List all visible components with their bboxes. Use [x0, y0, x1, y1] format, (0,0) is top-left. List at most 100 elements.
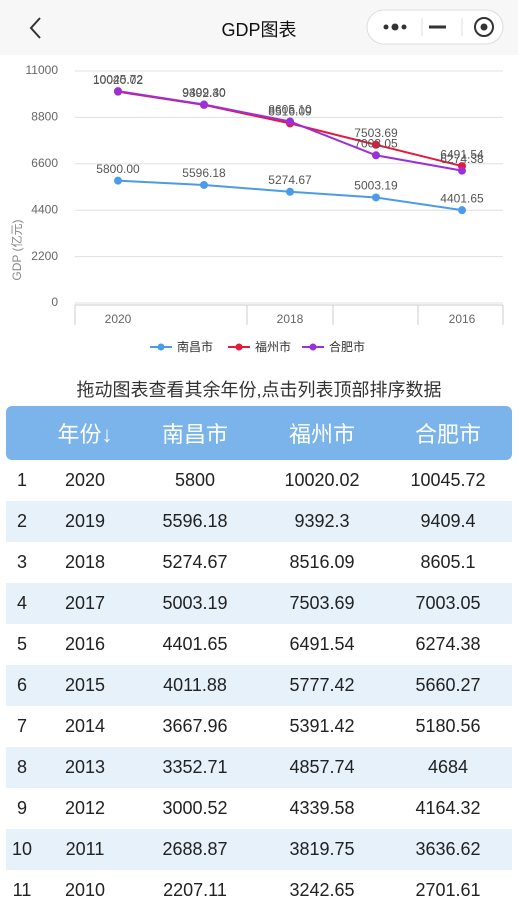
data-point — [372, 151, 380, 160]
table-cell: 3 — [16, 552, 28, 572]
x-tick-label: 2020 — [105, 312, 132, 326]
table-cell: 3000.52 — [162, 798, 228, 818]
data-point — [200, 100, 208, 109]
table-cell: 7503.69 — [289, 593, 355, 613]
table-cell: 3242.65 — [289, 880, 355, 900]
data-label: 6491.54 — [440, 147, 484, 161]
data-point — [372, 193, 380, 202]
table-row: 1 2020 5800 10020.02 10045.72 — [6, 460, 512, 501]
y-tick-label: 6600 — [31, 156, 58, 170]
table-cell: 2010 — [64, 880, 106, 900]
table-cell: 2688.87 — [162, 839, 228, 859]
table-cell: 6 — [16, 675, 28, 695]
table-cell: 5777.42 — [289, 675, 355, 695]
table-cell: 2012 — [64, 798, 106, 818]
data-label: 8516.09 — [268, 105, 312, 119]
table-row: 11 2010 2207.11 3242.65 2701.61 — [6, 870, 512, 911]
data-point — [286, 117, 294, 126]
table-row: 3 2018 5274.67 8516.09 8605.1 — [6, 542, 512, 583]
y-tick-label: 0 — [51, 295, 58, 309]
table-row: 4 2017 5003.19 7503.69 7003.05 — [6, 583, 512, 624]
legend-label: 福州市 — [255, 339, 291, 354]
table-cell: 9 — [16, 798, 28, 818]
data-point — [286, 187, 294, 196]
table-cell: 4339.58 — [289, 798, 355, 818]
table-row: 8 2013 3352.71 4857.74 4684 — [6, 747, 512, 788]
data-label: 10020.02 — [93, 73, 143, 87]
table-cell: 4401.65 — [162, 634, 228, 654]
table-cell: 2013 — [64, 757, 106, 777]
data-point — [200, 180, 208, 189]
table-cell: 4 — [16, 593, 28, 613]
table-cell: 9409.4 — [420, 511, 476, 531]
table-cell: 3352.71 — [162, 757, 228, 777]
legend-item: 合肥市 — [302, 339, 365, 354]
legend-item: 福州市 — [228, 339, 291, 354]
table-cell: 2014 — [64, 716, 106, 736]
table-cell: 7 — [16, 716, 28, 736]
legend-marker — [157, 343, 165, 351]
table-cell: 5274.67 — [162, 552, 228, 572]
table-row: 5 2016 4401.65 6491.54 6274.38 — [6, 624, 512, 665]
table-cell: 1 — [16, 470, 28, 490]
table-cell: 3636.62 — [415, 839, 481, 859]
table-cell: 5 — [16, 634, 28, 654]
header-cell[interactable]: 南昌市 — [161, 422, 229, 447]
table-cell: 9392.3 — [294, 511, 350, 531]
nav-bar: GDP图表 — [0, 0, 518, 55]
table-cell: 3819.75 — [289, 839, 355, 859]
y-axis-label: GDP (亿元) — [9, 219, 24, 280]
legend-label: 南昌市 — [177, 339, 213, 354]
data-label: 6274.38 — [440, 152, 484, 166]
more-button[interactable] — [383, 23, 407, 31]
table-cell: 3667.96 — [162, 716, 228, 736]
table-cell: 5660.27 — [415, 675, 481, 695]
x-tick-label: 2018 — [277, 312, 304, 326]
data-point — [114, 87, 122, 96]
page-title: GDP图表 — [221, 20, 297, 40]
table-row: 7 2014 3667.96 5391.42 5180.56 — [6, 706, 512, 747]
data-label: 10045.72 — [93, 72, 143, 86]
nav-icons — [29, 9, 504, 45]
table-cell: 4684 — [427, 757, 469, 777]
data-label: 5003.19 — [354, 179, 398, 193]
table-cell: 5596.18 — [162, 511, 228, 531]
table-header: 年份↓ 南昌市 福州市 合肥市 — [6, 406, 512, 460]
data-label: 4401.65 — [440, 191, 484, 205]
data-label: 5596.18 — [182, 166, 226, 180]
table-cell: 8605.1 — [420, 552, 476, 572]
header-cell[interactable]: 年份↓ — [57, 422, 113, 447]
header-cell[interactable]: 福州市 — [288, 422, 356, 447]
data-label: 7503.69 — [354, 126, 398, 140]
data-point — [458, 206, 466, 215]
data-table: 年份↓ 南昌市 福州市 合肥市 1 2020 5800 10020.02 10045.72 2 20… — [6, 406, 512, 911]
table-row: 2 2019 5596.18 9392.3 9409.4 — [6, 501, 512, 542]
table-cell: 8 — [16, 757, 28, 777]
table-cell: 2020 — [64, 470, 106, 490]
table-row: 9 2012 3000.52 4339.58 4164.32 — [6, 788, 512, 829]
table-cell: 2019 — [64, 511, 106, 531]
hint-text: 拖动图表查看其余年份,点击列表顶部排序数据 — [76, 380, 442, 400]
table-cell: 5003.19 — [162, 593, 228, 613]
table-cell: 4164.32 — [415, 798, 481, 818]
header-cell[interactable]: 合肥市 — [414, 422, 482, 447]
table-cell: 6491.54 — [289, 634, 355, 654]
chart: GDP (亿元) 0 2200 4400 6600 8800 11000 2020 2018 2… — [9, 63, 504, 354]
close-button[interactable] — [474, 17, 494, 37]
table-cell: 5800 — [174, 470, 216, 490]
table-row: 6 2015 4011.88 5777.42 5660.27 — [6, 665, 512, 706]
data-label: 8605.10 — [268, 103, 312, 117]
table-cell: 2 — [16, 511, 28, 531]
table-cell: 7003.05 — [415, 593, 481, 613]
data-label: 7003.05 — [354, 136, 398, 150]
data-point — [458, 166, 466, 175]
table-cell: 2018 — [64, 552, 106, 572]
legend-item: 南昌市 — [150, 339, 213, 354]
data-point — [114, 176, 122, 185]
table-cell: 4011.88 — [163, 675, 227, 695]
table-cell: 2207.11 — [163, 880, 227, 900]
table-cell: 8516.09 — [289, 552, 355, 572]
back-button[interactable] — [29, 17, 41, 39]
table-cell: 10045.72 — [410, 470, 486, 490]
